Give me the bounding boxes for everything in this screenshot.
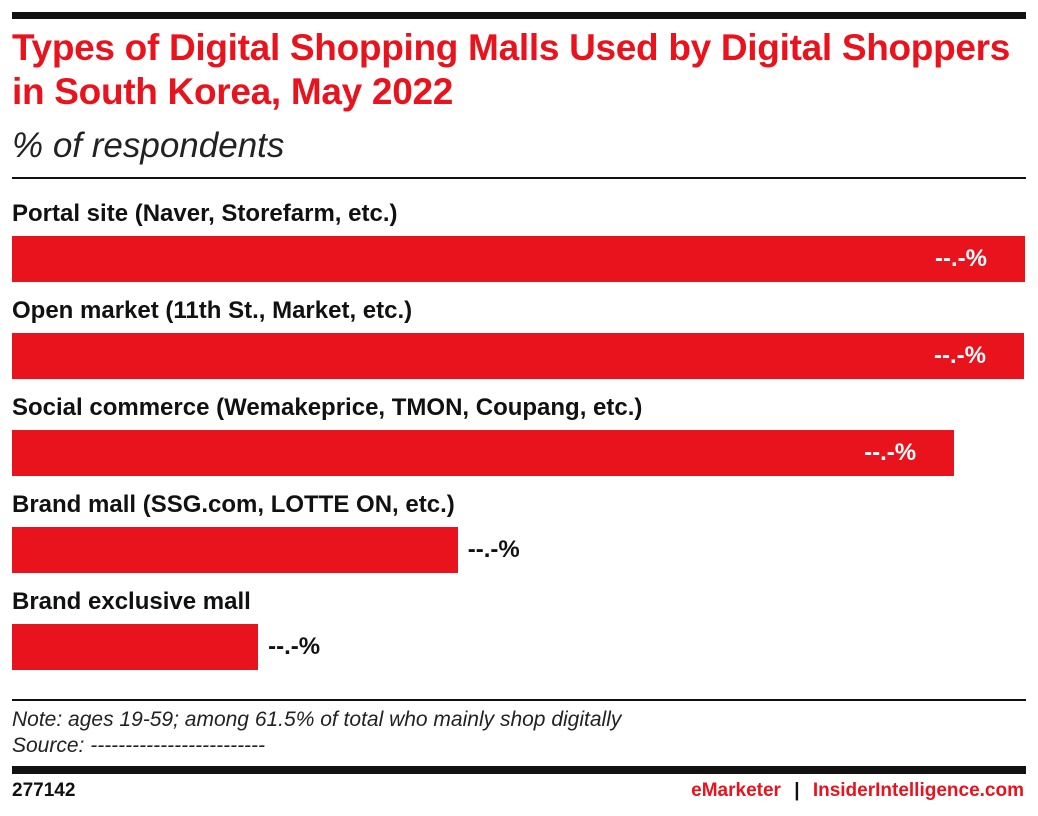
category-label: Social commerce (Wemakeprice, TMON, Coup… (12, 394, 643, 421)
chart-title: Types of Digital Shopping Malls Used by … (12, 27, 1011, 112)
bar (12, 236, 1025, 282)
insider-intelligence-link[interactable]: InsiderIntelligence.com (812, 780, 1024, 801)
category-label: Brand mall (SSG.com, LOTTE ON, etc.) (12, 491, 455, 518)
bar (12, 430, 955, 476)
chart-id: 277142 (12, 780, 76, 801)
value-label: --.-% (933, 342, 986, 369)
footer-divider (12, 699, 1026, 701)
chart-source: Source: ------------------------- (12, 734, 266, 757)
category-label: Brand exclusive mall (12, 588, 251, 615)
category-label: Open market (11th St., Market, etc.) (12, 297, 413, 324)
emarketer-logo[interactable]: eMarketer (691, 780, 781, 801)
brand-separator: | (794, 780, 800, 801)
value-label: --.-% (935, 245, 987, 272)
chart-note: Note: ages 19-59; among 61.5% of total w… (12, 708, 622, 731)
footer-brand: eMarketer | InsiderIntelligence.com (691, 780, 1024, 802)
value-label: --.-% (467, 536, 520, 563)
value-label: --.-% (268, 633, 321, 660)
bar (12, 624, 259, 670)
category-label: Portal site (Naver, Storefarm, etc.) (12, 200, 398, 227)
chart-subtitle: % of respondents (12, 126, 285, 165)
bar (12, 333, 1024, 379)
bar (12, 527, 458, 573)
header-divider (12, 177, 1026, 179)
bottom-rule (12, 766, 1026, 774)
value-label: --.-% (864, 439, 917, 466)
top-rule (12, 12, 1026, 19)
